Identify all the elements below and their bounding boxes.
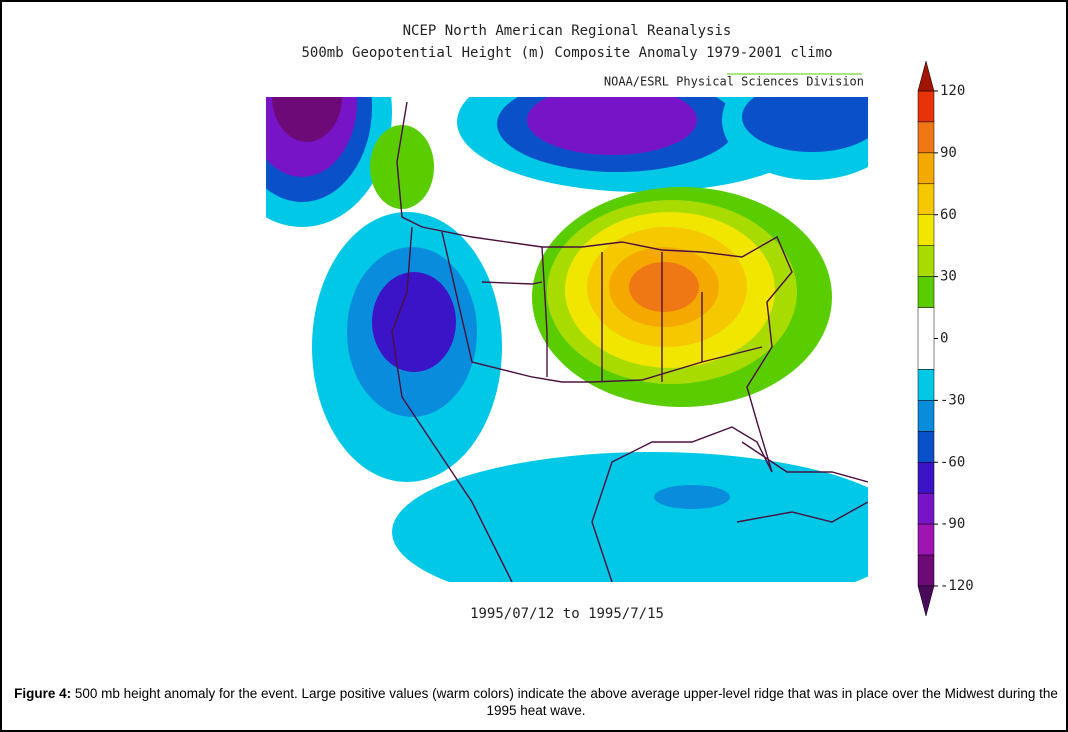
color-band [917, 554, 935, 587]
below-triangle [917, 585, 935, 617]
tick-label: 30 [940, 269, 957, 285]
subtitle: 500mb Geopotential Height (m) Composite … [301, 45, 832, 61]
map [266, 97, 868, 582]
figure: NCEP North American Regional Reanalysis … [266, 23, 974, 622]
title: NCEP North American Regional Reanalysis [403, 23, 732, 39]
caption: Figure 4: 500 mb height anomaly for the … [12, 685, 1060, 719]
tick-label: 0 [940, 331, 948, 347]
tick-label: 90 [940, 145, 957, 161]
color-band [917, 400, 935, 432]
color-band [917, 462, 935, 494]
date-range: 1995/07/12 to 1995/7/15 [470, 606, 664, 622]
tick-label: 60 [940, 207, 957, 223]
tick-label: -120 [940, 578, 974, 594]
color-band [917, 121, 935, 154]
color-band [917, 276, 935, 308]
caption-label: Figure 4: [14, 686, 72, 701]
credit: NOAA/ESRL Physical Sciences Division [604, 75, 864, 89]
tick-label: -90 [940, 516, 965, 532]
color-band [917, 369, 935, 401]
tick-label: -60 [940, 454, 965, 470]
colorbar: 120 90 60 30 0 -30 -60 -90 -120 [917, 60, 974, 617]
color-band [917, 245, 935, 277]
color-band [917, 307, 935, 370]
above-triangle [917, 60, 935, 92]
color-band [917, 183, 935, 215]
color-band [917, 152, 935, 185]
tick-label: -30 [940, 392, 965, 408]
color-band [917, 523, 935, 556]
color-band [917, 214, 935, 246]
caption-text: 500 mb height anomaly for the event. Lar… [74, 686, 1058, 718]
color-band [917, 90, 935, 123]
color-band [917, 492, 935, 525]
color-band [917, 431, 935, 463]
tick-label: 120 [940, 83, 965, 99]
